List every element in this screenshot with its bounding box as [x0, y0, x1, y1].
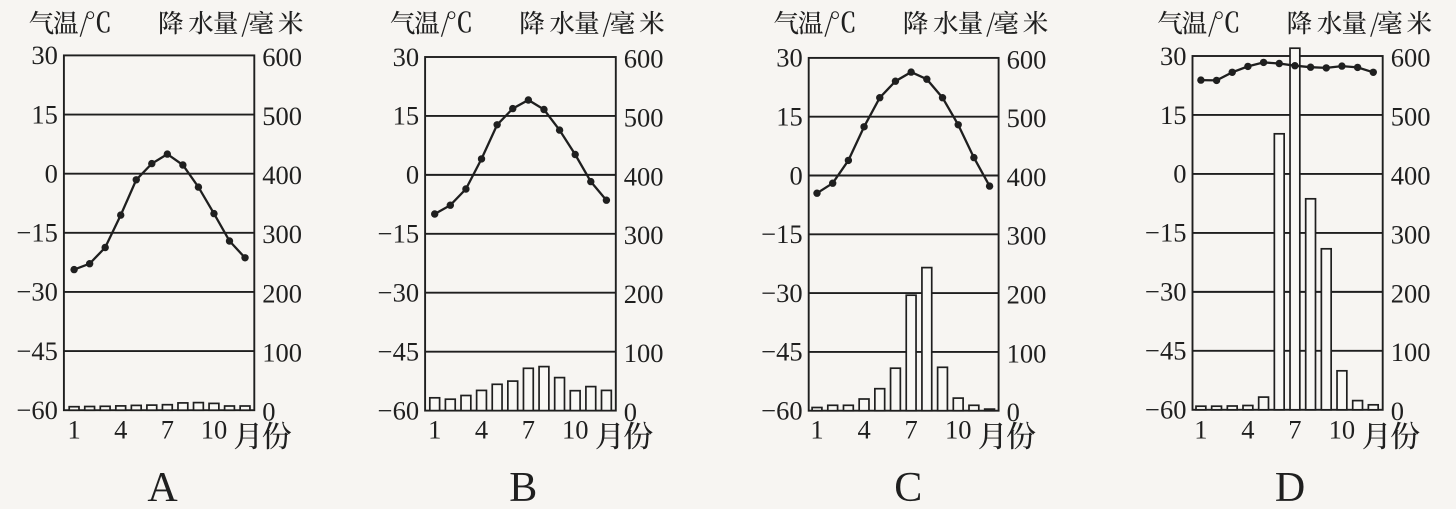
svg-text:−60: −60 — [16, 395, 57, 425]
svg-text:−15: −15 — [761, 219, 802, 249]
svg-text:0: 0 — [45, 158, 58, 188]
svg-text:−30: −30 — [378, 278, 419, 308]
svg-text:−45: −45 — [378, 336, 419, 366]
svg-text:0: 0 — [406, 160, 419, 190]
svg-text:30: 30 — [31, 40, 58, 70]
svg-text:−60: −60 — [761, 396, 802, 426]
svg-text:300: 300 — [262, 219, 302, 249]
svg-text:7: 7 — [1288, 415, 1301, 445]
svg-text:600: 600 — [1391, 42, 1431, 72]
svg-text:200: 200 — [1007, 280, 1047, 310]
svg-text:10: 10 — [1329, 415, 1356, 445]
svg-text:0: 0 — [1007, 397, 1020, 427]
svg-text:10: 10 — [945, 415, 972, 445]
svg-text:30: 30 — [393, 42, 420, 72]
svg-text:7: 7 — [161, 415, 174, 445]
svg-text:100: 100 — [262, 337, 302, 367]
svg-text:−60: −60 — [1145, 395, 1186, 425]
svg-text:−45: −45 — [16, 336, 57, 366]
svg-text:400: 400 — [1391, 160, 1431, 190]
svg-text:−30: −30 — [761, 278, 802, 308]
svg-text:600: 600 — [262, 42, 302, 72]
svg-text:300: 300 — [624, 220, 664, 250]
svg-text:300: 300 — [1007, 221, 1047, 251]
svg-text:100: 100 — [1007, 338, 1047, 368]
svg-text:500: 500 — [262, 101, 302, 131]
svg-text:4: 4 — [475, 415, 488, 445]
svg-text:1: 1 — [67, 415, 80, 445]
svg-text:200: 200 — [624, 279, 664, 309]
svg-text:B: B — [509, 465, 537, 509]
svg-text:200: 200 — [262, 278, 302, 308]
svg-text:100: 100 — [1391, 337, 1431, 367]
svg-text:−45: −45 — [761, 337, 802, 367]
svg-text:10: 10 — [201, 415, 228, 445]
svg-text:400: 400 — [624, 161, 664, 191]
svg-text:A: A — [147, 465, 178, 509]
svg-text:400: 400 — [262, 160, 302, 190]
svg-text:15: 15 — [393, 101, 420, 131]
svg-text:−30: −30 — [16, 277, 57, 307]
svg-text:30: 30 — [776, 43, 803, 73]
svg-text:400: 400 — [1007, 162, 1047, 192]
svg-text:0: 0 — [1173, 159, 1186, 189]
svg-text:500: 500 — [1007, 103, 1047, 133]
svg-text:−15: −15 — [16, 218, 57, 248]
svg-text:7: 7 — [522, 415, 535, 445]
svg-text:500: 500 — [624, 102, 664, 132]
svg-text:D: D — [1275, 465, 1305, 509]
svg-text:4: 4 — [1241, 415, 1254, 445]
svg-text:1: 1 — [428, 415, 441, 445]
svg-text:4: 4 — [114, 415, 127, 445]
svg-text:500: 500 — [1391, 101, 1431, 131]
svg-text:4: 4 — [857, 415, 870, 445]
svg-text:200: 200 — [1391, 278, 1431, 308]
svg-text:0: 0 — [262, 397, 275, 427]
svg-text:600: 600 — [624, 43, 664, 73]
svg-text:300: 300 — [1391, 219, 1431, 249]
svg-text:0: 0 — [1391, 396, 1404, 426]
svg-text:600: 600 — [1007, 44, 1047, 74]
svg-text:−45: −45 — [1145, 336, 1186, 366]
svg-text:−15: −15 — [378, 219, 419, 249]
svg-text:−30: −30 — [1145, 277, 1186, 307]
svg-text:1: 1 — [1194, 415, 1207, 445]
svg-text:10: 10 — [562, 415, 589, 445]
svg-text:C: C — [894, 465, 922, 509]
svg-text:15: 15 — [31, 99, 58, 129]
svg-text:7: 7 — [905, 415, 918, 445]
svg-text:30: 30 — [1160, 41, 1187, 71]
svg-text:−60: −60 — [378, 395, 419, 425]
svg-text:15: 15 — [776, 102, 803, 132]
svg-text:0: 0 — [624, 397, 637, 427]
svg-text:0: 0 — [789, 160, 802, 190]
svg-text:100: 100 — [624, 338, 664, 368]
svg-text:1: 1 — [810, 415, 823, 445]
svg-text:15: 15 — [1160, 100, 1187, 130]
svg-text:−15: −15 — [1145, 218, 1186, 248]
